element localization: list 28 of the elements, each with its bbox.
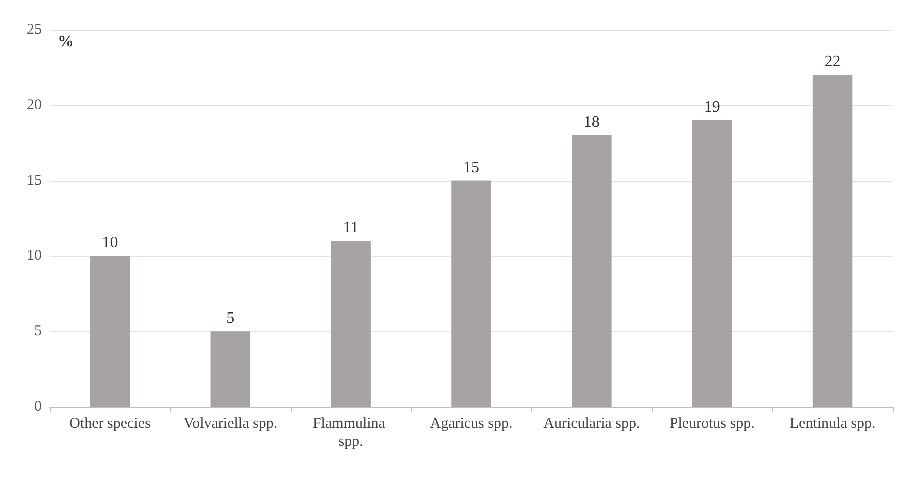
bar — [452, 180, 492, 407]
bar — [812, 75, 853, 407]
bar — [90, 256, 130, 407]
x-tick-label: Volvariella spp. — [184, 416, 278, 432]
data-label: 22 — [824, 54, 841, 71]
y-tick-label: 15 — [27, 172, 42, 189]
x-tick-label: Lentinula spp. — [790, 416, 876, 432]
bar — [210, 332, 251, 407]
y-tick-label: 10 — [27, 248, 42, 264]
x-tick-label: Flammulina spp. — [312, 416, 390, 450]
data-label: 10 — [102, 234, 118, 252]
data-label: 5 — [226, 310, 235, 328]
data-label: 19 — [704, 98, 720, 116]
bar — [692, 120, 732, 407]
x-tick-label: Auricularia spp. — [544, 416, 640, 432]
bar — [572, 136, 612, 407]
y-tick-label: 5 — [34, 324, 42, 340]
y-tick-label: 25 — [27, 22, 42, 38]
y-tick-label: 0 — [34, 399, 42, 415]
y-axis-title: % — [58, 34, 74, 50]
bar — [331, 241, 371, 407]
data-label: 11 — [343, 220, 359, 237]
x-tick-label: Pleurotus spp. — [670, 416, 755, 432]
data-label: 18 — [584, 114, 600, 132]
data-label: 15 — [464, 159, 480, 176]
x-tick-label: Agaricus spp. — [430, 416, 513, 432]
x-tick-label: Other species — [70, 416, 151, 432]
y-tick-label: 20 — [27, 97, 42, 114]
